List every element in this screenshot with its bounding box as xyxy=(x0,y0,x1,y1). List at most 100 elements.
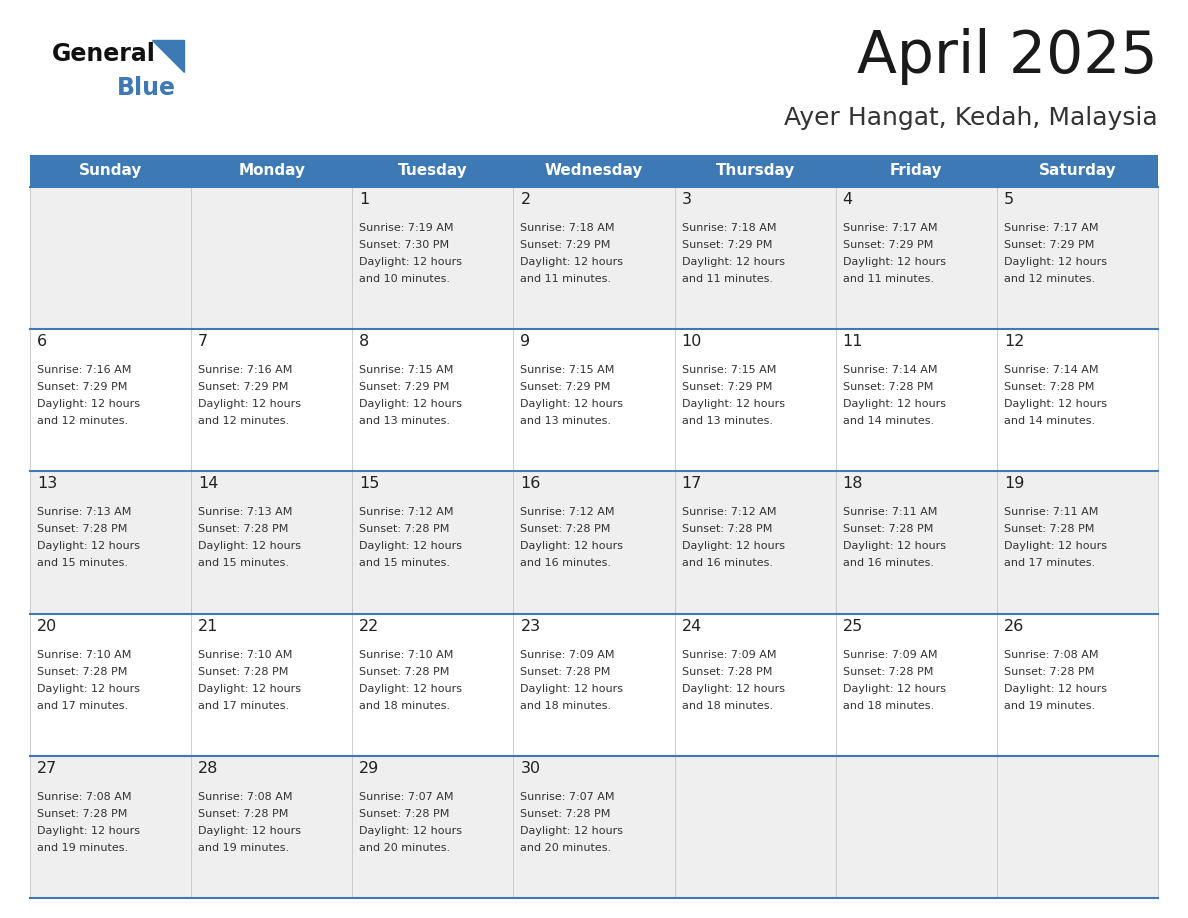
Text: and 19 minutes.: and 19 minutes. xyxy=(198,843,289,853)
Text: Daylight: 12 hours: Daylight: 12 hours xyxy=(37,826,140,835)
Bar xyxy=(997,155,1158,187)
Text: Sunrise: 7:12 AM: Sunrise: 7:12 AM xyxy=(520,508,615,518)
Text: 27: 27 xyxy=(37,761,57,776)
Text: Wednesday: Wednesday xyxy=(545,163,643,178)
Text: and 11 minutes.: and 11 minutes. xyxy=(842,274,934,284)
Text: Daylight: 12 hours: Daylight: 12 hours xyxy=(359,826,462,835)
Text: Daylight: 12 hours: Daylight: 12 hours xyxy=(198,542,301,552)
Text: Sunrise: 7:14 AM: Sunrise: 7:14 AM xyxy=(842,365,937,375)
Text: and 12 minutes.: and 12 minutes. xyxy=(37,416,128,426)
Text: Daylight: 12 hours: Daylight: 12 hours xyxy=(520,542,624,552)
Text: 22: 22 xyxy=(359,619,379,633)
Text: Daylight: 12 hours: Daylight: 12 hours xyxy=(842,399,946,409)
Text: Sunrise: 7:08 AM: Sunrise: 7:08 AM xyxy=(37,792,132,801)
Text: Blue: Blue xyxy=(116,76,176,100)
Text: Daylight: 12 hours: Daylight: 12 hours xyxy=(682,684,784,694)
Text: Sunset: 7:30 PM: Sunset: 7:30 PM xyxy=(359,240,449,250)
Text: 8: 8 xyxy=(359,334,369,349)
Text: and 13 minutes.: and 13 minutes. xyxy=(359,416,450,426)
Text: and 12 minutes.: and 12 minutes. xyxy=(198,416,289,426)
Text: Sunrise: 7:14 AM: Sunrise: 7:14 AM xyxy=(1004,365,1099,375)
Text: and 19 minutes.: and 19 minutes. xyxy=(37,843,128,853)
Text: Sunrise: 7:12 AM: Sunrise: 7:12 AM xyxy=(682,508,776,518)
Text: 11: 11 xyxy=(842,334,864,349)
Text: Daylight: 12 hours: Daylight: 12 hours xyxy=(359,684,462,694)
Text: Sunrise: 7:11 AM: Sunrise: 7:11 AM xyxy=(1004,508,1098,518)
Text: Daylight: 12 hours: Daylight: 12 hours xyxy=(198,684,301,694)
Text: Sunrise: 7:09 AM: Sunrise: 7:09 AM xyxy=(842,650,937,660)
Text: Daylight: 12 hours: Daylight: 12 hours xyxy=(682,257,784,267)
Text: Sunset: 7:29 PM: Sunset: 7:29 PM xyxy=(1004,240,1094,250)
Text: 29: 29 xyxy=(359,761,379,776)
Bar xyxy=(191,155,353,187)
Bar xyxy=(353,155,513,187)
Bar xyxy=(30,155,191,187)
Text: Daylight: 12 hours: Daylight: 12 hours xyxy=(1004,684,1107,694)
Text: 24: 24 xyxy=(682,619,702,633)
Text: Sunset: 7:28 PM: Sunset: 7:28 PM xyxy=(682,524,772,534)
Text: and 18 minutes.: and 18 minutes. xyxy=(682,700,772,711)
Text: Sunset: 7:28 PM: Sunset: 7:28 PM xyxy=(520,809,611,819)
Text: 14: 14 xyxy=(198,476,219,491)
Text: Daylight: 12 hours: Daylight: 12 hours xyxy=(682,399,784,409)
Text: Sunrise: 7:07 AM: Sunrise: 7:07 AM xyxy=(520,792,615,801)
Text: Daylight: 12 hours: Daylight: 12 hours xyxy=(520,684,624,694)
Text: Thursday: Thursday xyxy=(715,163,795,178)
Text: Sunday: Sunday xyxy=(78,163,143,178)
Text: and 18 minutes.: and 18 minutes. xyxy=(520,700,612,711)
Text: and 14 minutes.: and 14 minutes. xyxy=(1004,416,1095,426)
Bar xyxy=(30,756,1158,898)
Text: 17: 17 xyxy=(682,476,702,491)
Text: Sunset: 7:28 PM: Sunset: 7:28 PM xyxy=(198,666,289,677)
Text: Sunset: 7:29 PM: Sunset: 7:29 PM xyxy=(520,240,611,250)
Text: and 16 minutes.: and 16 minutes. xyxy=(682,558,772,568)
Text: and 15 minutes.: and 15 minutes. xyxy=(359,558,450,568)
Text: and 19 minutes.: and 19 minutes. xyxy=(1004,700,1095,711)
Text: Sunrise: 7:18 AM: Sunrise: 7:18 AM xyxy=(520,223,615,233)
Text: and 16 minutes.: and 16 minutes. xyxy=(842,558,934,568)
Text: 19: 19 xyxy=(1004,476,1024,491)
Text: and 13 minutes.: and 13 minutes. xyxy=(682,416,772,426)
Text: Sunrise: 7:15 AM: Sunrise: 7:15 AM xyxy=(520,365,615,375)
Text: 26: 26 xyxy=(1004,619,1024,633)
Text: Sunset: 7:29 PM: Sunset: 7:29 PM xyxy=(842,240,933,250)
Text: Tuesday: Tuesday xyxy=(398,163,468,178)
Text: Sunrise: 7:10 AM: Sunrise: 7:10 AM xyxy=(198,650,292,660)
Text: Sunset: 7:28 PM: Sunset: 7:28 PM xyxy=(842,524,933,534)
Bar xyxy=(30,187,1158,330)
Text: Sunset: 7:28 PM: Sunset: 7:28 PM xyxy=(842,666,933,677)
Text: Sunset: 7:28 PM: Sunset: 7:28 PM xyxy=(198,524,289,534)
Bar xyxy=(30,613,1158,756)
Text: Sunset: 7:28 PM: Sunset: 7:28 PM xyxy=(842,382,933,392)
Text: 20: 20 xyxy=(37,619,57,633)
Text: Sunrise: 7:07 AM: Sunrise: 7:07 AM xyxy=(359,792,454,801)
Text: Sunrise: 7:10 AM: Sunrise: 7:10 AM xyxy=(37,650,132,660)
Text: Sunrise: 7:16 AM: Sunrise: 7:16 AM xyxy=(37,365,132,375)
Text: and 11 minutes.: and 11 minutes. xyxy=(682,274,772,284)
Text: Sunrise: 7:08 AM: Sunrise: 7:08 AM xyxy=(1004,650,1099,660)
Text: Sunrise: 7:15 AM: Sunrise: 7:15 AM xyxy=(682,365,776,375)
Text: Daylight: 12 hours: Daylight: 12 hours xyxy=(842,542,946,552)
Text: and 17 minutes.: and 17 minutes. xyxy=(1004,558,1095,568)
Text: Sunset: 7:28 PM: Sunset: 7:28 PM xyxy=(359,666,450,677)
Text: Monday: Monday xyxy=(239,163,305,178)
Text: Daylight: 12 hours: Daylight: 12 hours xyxy=(520,399,624,409)
Text: Sunset: 7:29 PM: Sunset: 7:29 PM xyxy=(682,382,772,392)
Text: Sunset: 7:28 PM: Sunset: 7:28 PM xyxy=(359,524,450,534)
Text: 12: 12 xyxy=(1004,334,1024,349)
Bar xyxy=(675,155,835,187)
Text: Daylight: 12 hours: Daylight: 12 hours xyxy=(198,826,301,835)
Text: and 13 minutes.: and 13 minutes. xyxy=(520,416,612,426)
Text: and 16 minutes.: and 16 minutes. xyxy=(520,558,612,568)
Text: Sunset: 7:29 PM: Sunset: 7:29 PM xyxy=(359,382,450,392)
Text: Sunset: 7:28 PM: Sunset: 7:28 PM xyxy=(520,524,611,534)
Text: 1: 1 xyxy=(359,192,369,207)
Text: Sunset: 7:28 PM: Sunset: 7:28 PM xyxy=(37,666,127,677)
Text: and 20 minutes.: and 20 minutes. xyxy=(520,843,612,853)
Text: and 18 minutes.: and 18 minutes. xyxy=(359,700,450,711)
Text: 25: 25 xyxy=(842,619,862,633)
Text: Daylight: 12 hours: Daylight: 12 hours xyxy=(520,257,624,267)
Text: Daylight: 12 hours: Daylight: 12 hours xyxy=(359,399,462,409)
Text: Sunset: 7:28 PM: Sunset: 7:28 PM xyxy=(520,666,611,677)
Text: Sunrise: 7:19 AM: Sunrise: 7:19 AM xyxy=(359,223,454,233)
